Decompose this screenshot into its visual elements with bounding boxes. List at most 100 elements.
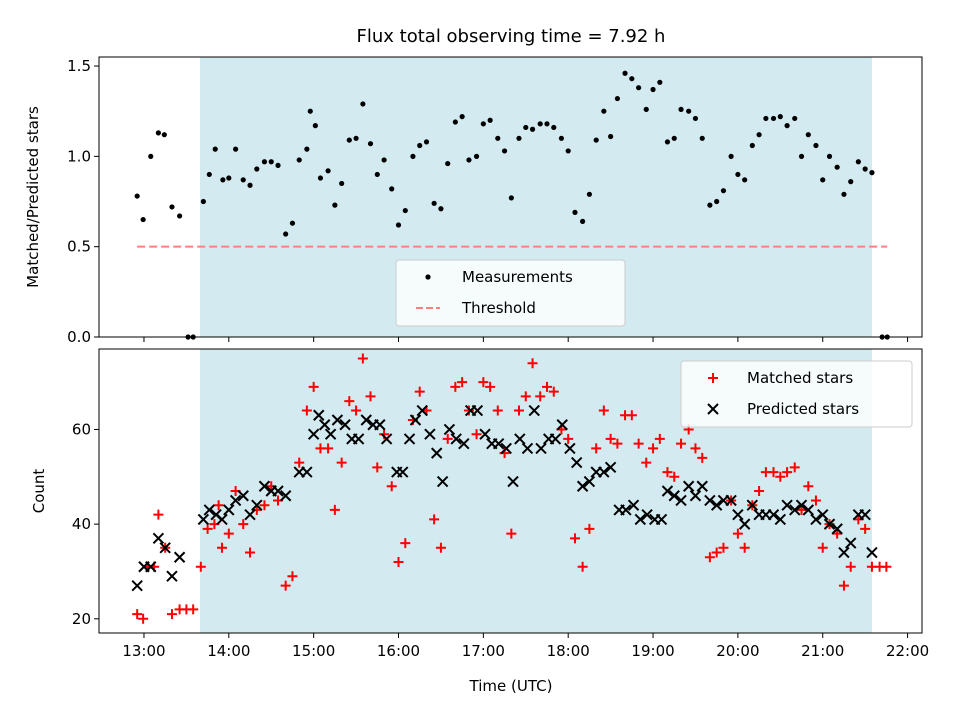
- count-point: [357, 353, 368, 364]
- count-point: [514, 433, 526, 445]
- count-point: [360, 414, 372, 426]
- count-point: [492, 437, 505, 450]
- count-point: [344, 396, 355, 407]
- count-point: [860, 523, 871, 534]
- ratio-point: [177, 213, 183, 219]
- count-series-0: [132, 353, 892, 624]
- ratio-point: [636, 85, 642, 91]
- count-point: [323, 443, 334, 454]
- ratio-legend-label: Threshold: [461, 299, 536, 317]
- ratio-point: [283, 231, 289, 237]
- ratio-point: [855, 159, 861, 165]
- ratio-point: [516, 135, 522, 141]
- count-point: [738, 518, 751, 530]
- count-point: [654, 433, 665, 444]
- ratio-point: [763, 115, 769, 122]
- count-point: [775, 471, 786, 482]
- count-point: [521, 442, 534, 455]
- count-point: [696, 480, 708, 492]
- count-point: [223, 504, 235, 516]
- count-point: [138, 613, 149, 624]
- ratio-point: [226, 175, 232, 181]
- ratio-point: [565, 148, 571, 154]
- ratio-point: [756, 132, 762, 138]
- count-point: [478, 377, 489, 388]
- count-point: [414, 386, 425, 397]
- ratio-point: [134, 193, 140, 199]
- count-point: [313, 409, 325, 421]
- count-point: [577, 561, 588, 572]
- count-legend-label: Predicted stars: [747, 400, 859, 418]
- count-point: [739, 542, 750, 553]
- count-point: [258, 480, 271, 492]
- ratio-point: [155, 130, 161, 136]
- count-point: [471, 429, 482, 440]
- count-point: [238, 519, 249, 530]
- count-point: [279, 490, 292, 502]
- ratio-point: [452, 119, 458, 125]
- count-point: [245, 547, 256, 558]
- count-legend-box: [680, 360, 913, 428]
- count-point: [583, 475, 596, 488]
- count-point: [132, 609, 143, 620]
- count-point: [195, 561, 206, 572]
- count-legend-marker: [708, 373, 718, 383]
- count-point: [795, 499, 808, 511]
- ratio-point: [480, 121, 486, 127]
- ratio-point: [848, 179, 854, 185]
- count-point: [817, 542, 828, 553]
- count-point: [732, 528, 743, 539]
- ratio-point: [650, 86, 656, 93]
- ratio-legend-marker: [425, 274, 431, 280]
- count-point: [500, 442, 512, 455]
- ratio-point: [161, 132, 167, 138]
- ratio-point: [495, 135, 501, 141]
- count-point: [450, 433, 462, 445]
- count-point: [802, 504, 815, 516]
- count-point: [598, 405, 609, 416]
- count-point: [339, 419, 351, 431]
- ratio-point: [699, 135, 705, 141]
- ratio-point: [841, 191, 847, 197]
- count-point: [351, 405, 362, 416]
- count-y-tick-label: 20: [72, 610, 91, 628]
- count-point: [612, 438, 623, 449]
- count-point: [668, 490, 680, 502]
- count-point: [188, 604, 199, 615]
- x-tick-label: 20:00: [716, 642, 759, 660]
- x-tick-label: 14:00: [207, 642, 250, 660]
- count-point: [782, 467, 793, 478]
- ratio-point: [296, 157, 302, 163]
- ratio-point: [671, 135, 677, 141]
- ratio-point: [261, 159, 268, 165]
- ratio-point: [749, 142, 755, 149]
- count-point: [676, 438, 687, 449]
- ratio-point: [678, 106, 684, 112]
- ratio-point: [813, 142, 819, 149]
- count-point: [675, 494, 687, 507]
- ratio-point: [389, 186, 395, 192]
- ratio-point: [339, 180, 345, 187]
- count-point: [216, 513, 228, 526]
- count-point: [374, 419, 386, 431]
- count-point: [767, 508, 780, 521]
- ratio-point: [332, 202, 338, 208]
- count-point: [527, 358, 538, 369]
- count-point: [570, 456, 583, 469]
- count-point: [471, 404, 484, 417]
- x-tick-label: 13:00: [122, 642, 165, 660]
- count-point: [436, 475, 449, 488]
- ratio-plot-frame: [98, 56, 923, 338]
- ratio-point: [622, 70, 628, 76]
- count-point: [294, 457, 305, 468]
- x-tick-label: 18:00: [547, 642, 590, 660]
- ratio-point: [523, 124, 529, 131]
- count-point: [397, 466, 409, 478]
- count-point: [789, 462, 800, 473]
- ratio-point: [466, 157, 472, 163]
- count-point: [810, 513, 822, 526]
- count-point: [655, 513, 668, 526]
- count-point: [598, 466, 610, 478]
- count-point: [689, 490, 702, 502]
- ratio-point: [312, 123, 318, 129]
